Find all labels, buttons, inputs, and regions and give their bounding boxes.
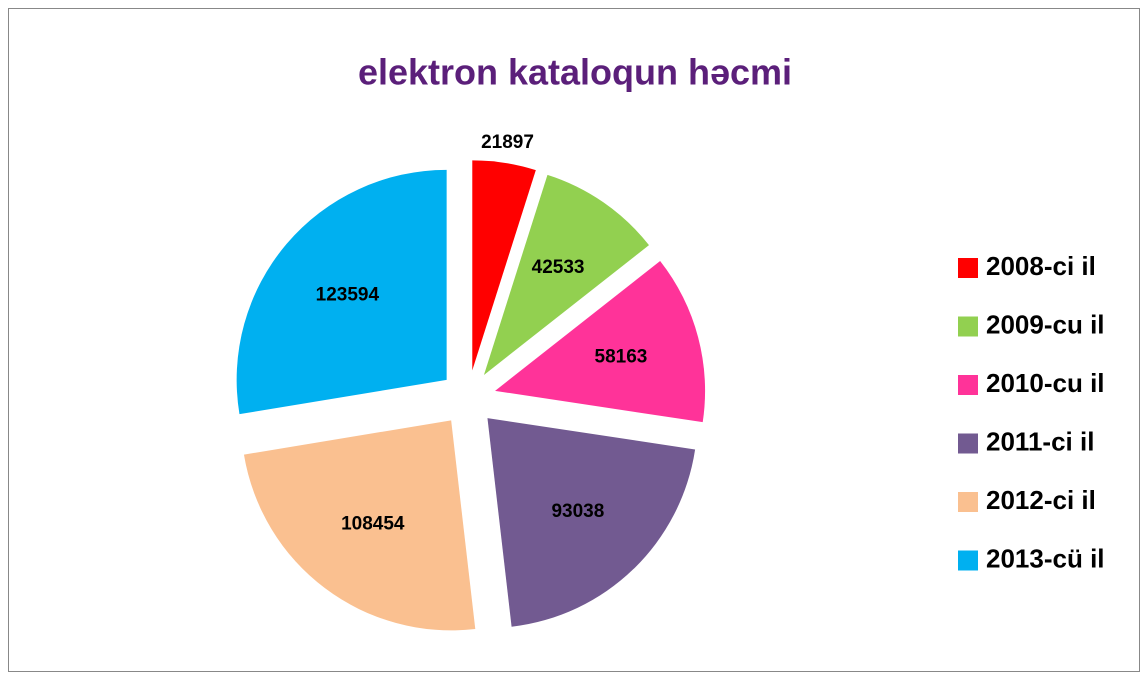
legend-label: 2008-ci il xyxy=(986,251,1096,281)
chart-title: elektron kataloqun həcmi xyxy=(358,52,792,93)
pie-slice xyxy=(487,418,696,627)
pie-slice xyxy=(243,420,476,631)
legend-swatch xyxy=(958,550,978,571)
legend-label: 2010-cu il xyxy=(986,368,1105,398)
data-label: 108454 xyxy=(341,513,405,534)
pie-slice xyxy=(236,169,447,415)
legend-swatch xyxy=(958,258,978,278)
legend-swatch xyxy=(958,316,978,337)
legend-label: 2013-cü il xyxy=(986,543,1105,573)
data-label: 42533 xyxy=(532,257,585,278)
legend-swatch xyxy=(958,433,978,454)
data-label: 123594 xyxy=(316,285,380,306)
legend-label: 2009-cu il xyxy=(986,309,1105,339)
data-label: 58163 xyxy=(595,347,648,368)
legend-label: 2012-ci il xyxy=(986,485,1096,515)
pie-slice xyxy=(495,261,706,423)
pie-slice xyxy=(483,174,649,375)
data-label: 21897 xyxy=(481,132,534,153)
legend-swatch xyxy=(958,375,978,395)
legend-swatch xyxy=(958,492,978,512)
data-label: 93038 xyxy=(551,501,604,522)
legend-label: 2011-ci il xyxy=(986,426,1094,456)
pie-slice xyxy=(472,160,536,371)
